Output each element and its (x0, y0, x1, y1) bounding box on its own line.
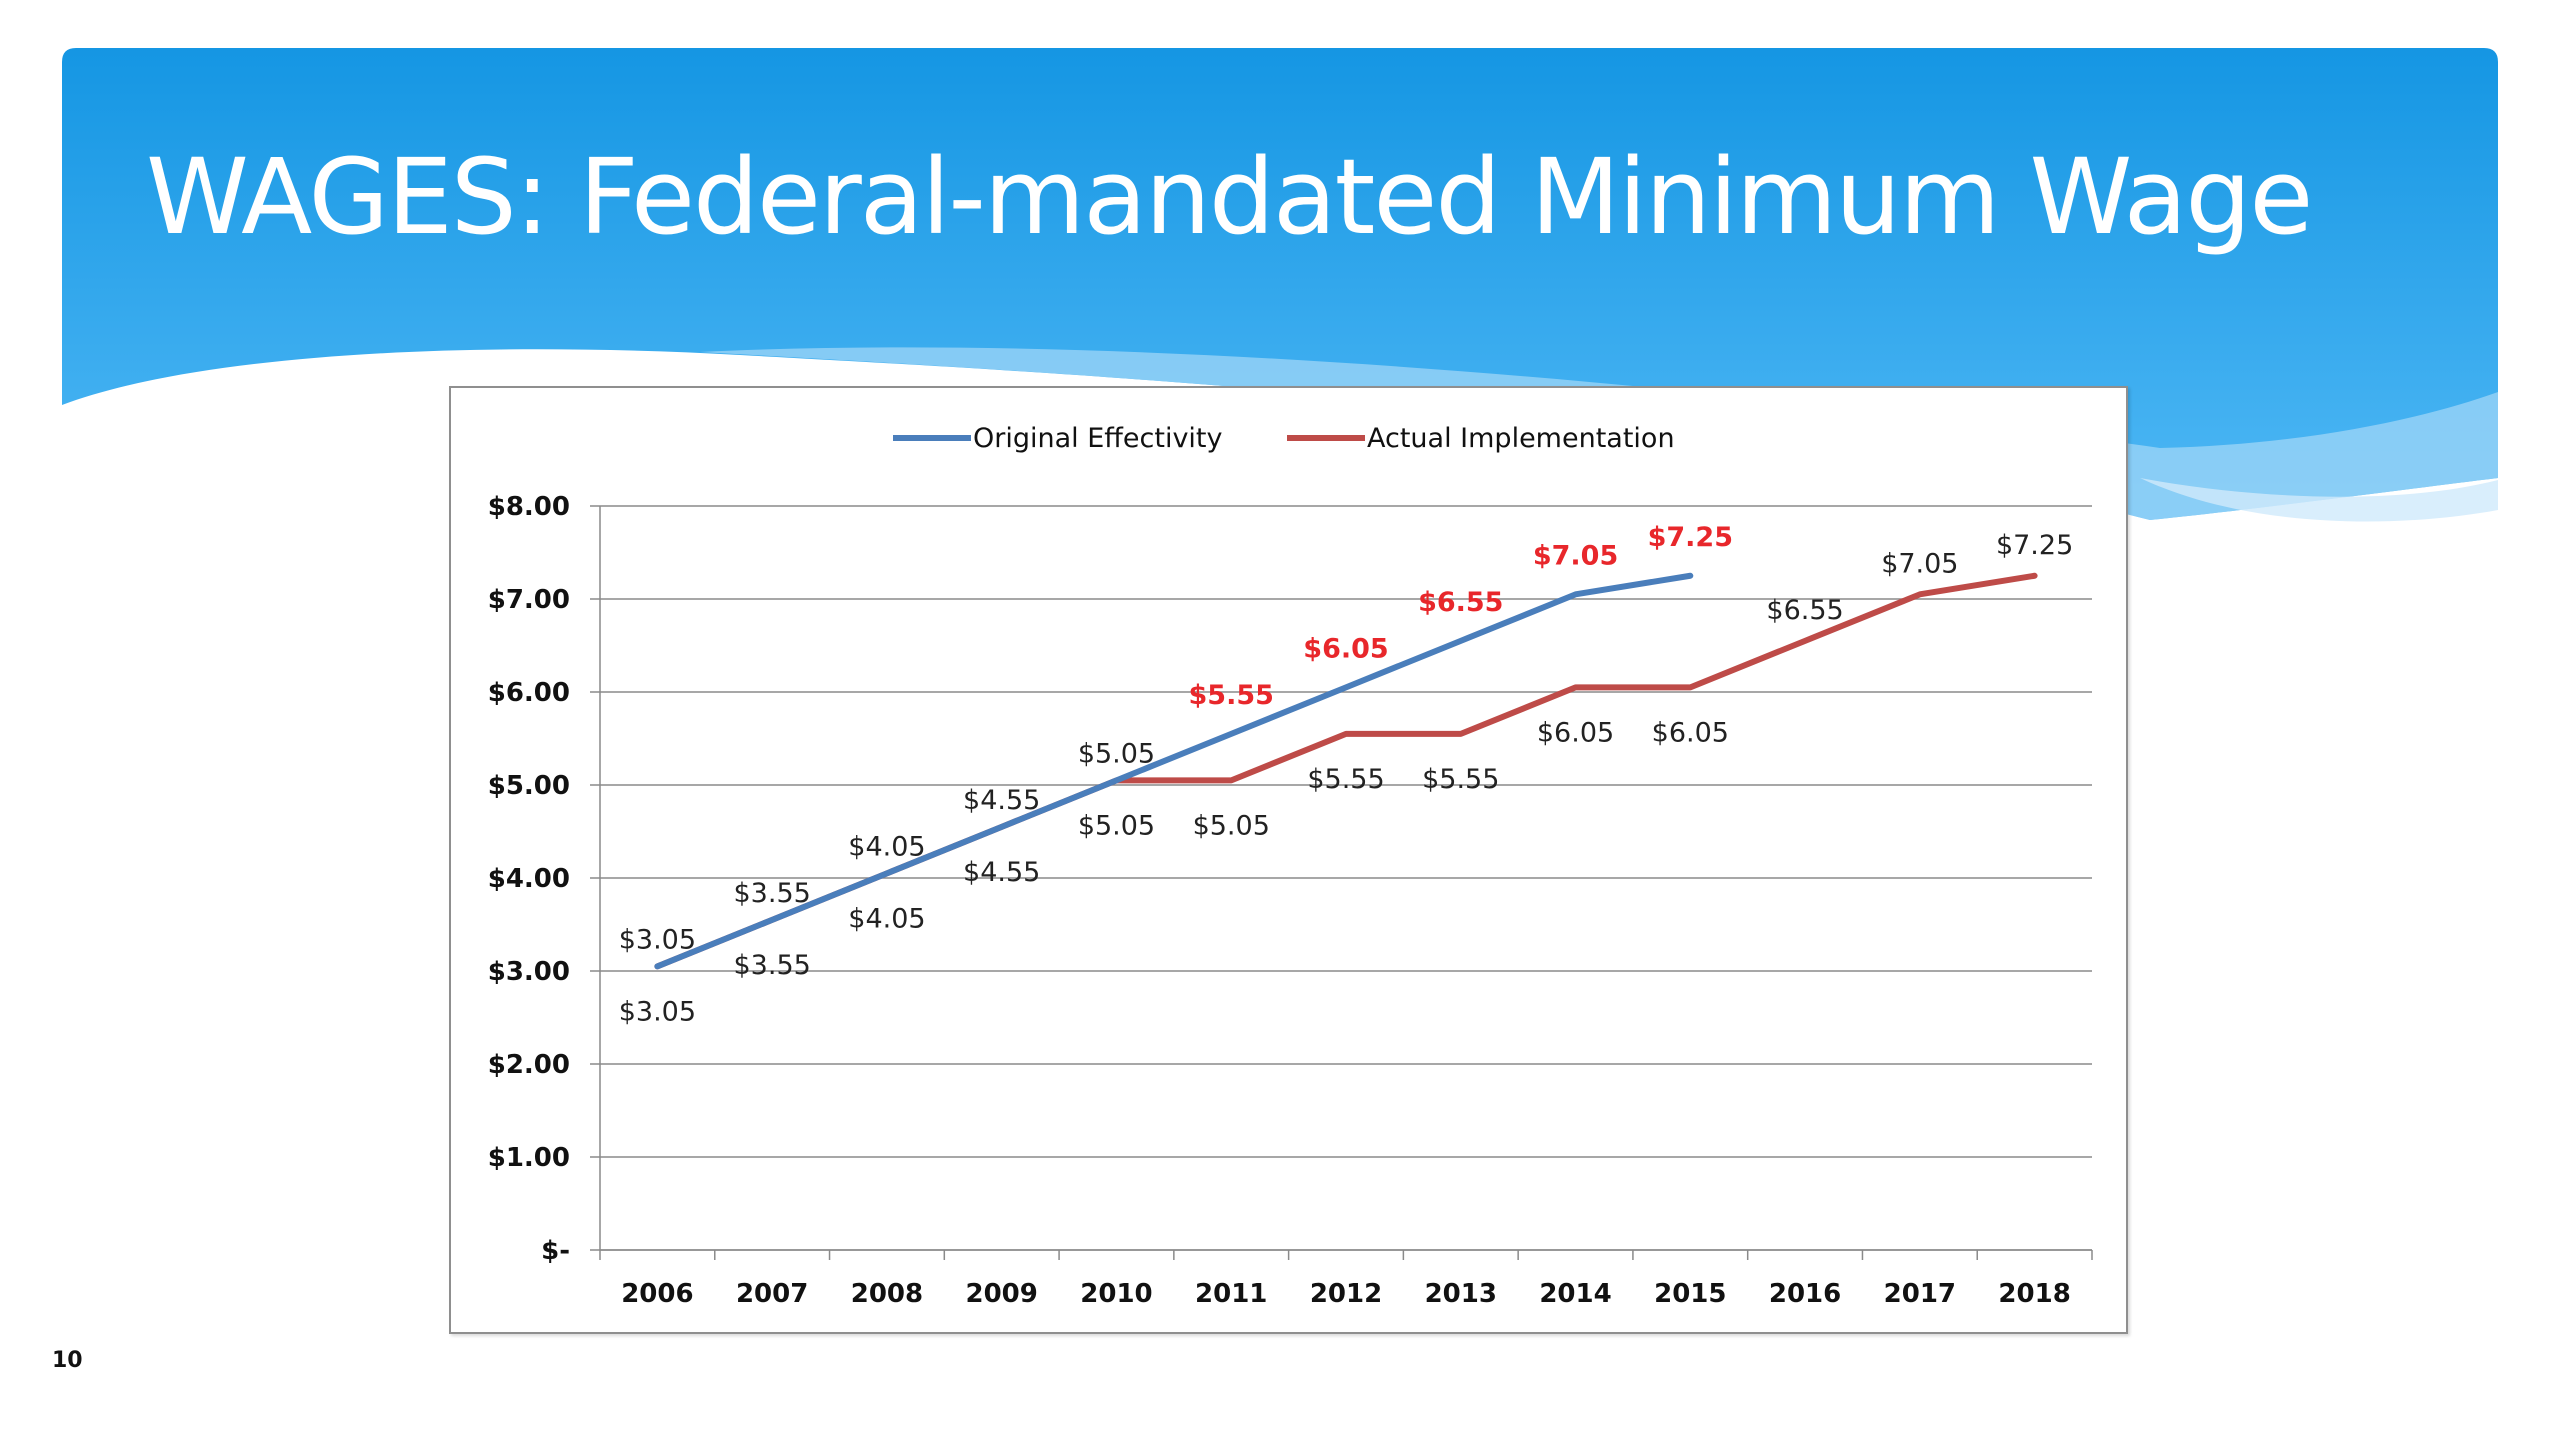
data-label-original: $7.25 (1648, 522, 1733, 553)
data-label-actual: $5.55 (1422, 764, 1499, 795)
data-label-original: $3.05 (619, 924, 696, 955)
data-label-original: $5.05 (1078, 738, 1155, 769)
x-tick-label: 2009 (966, 1279, 1038, 1309)
data-label-actual: $5.05 (1193, 810, 1270, 841)
y-tick-label: $4.00 (488, 864, 570, 894)
data-label-original: $4.05 (848, 831, 925, 862)
data-label-actual: $5.55 (1307, 764, 1384, 795)
data-label-actual: $6.05 (1652, 717, 1729, 748)
x-tick-label: 2018 (1998, 1279, 2070, 1309)
data-label-actual: $6.05 (1537, 717, 1614, 748)
x-tick-label: 2014 (1539, 1279, 1611, 1309)
x-tick-label: 2010 (1080, 1279, 1152, 1309)
y-tick-label: $3.00 (488, 957, 570, 987)
data-label-actual: $3.05 (619, 996, 696, 1027)
data-label-original: $7.05 (1533, 540, 1618, 571)
y-tick-label: $1.00 (488, 1143, 570, 1173)
data-label-original: $6.55 (1418, 587, 1503, 618)
y-tick-label: $8.00 (488, 492, 570, 522)
legend-item-actual-implementation: Actual Implementation (1367, 423, 1675, 454)
x-tick-label: 2017 (1884, 1279, 1956, 1309)
data-label-actual: $3.55 (734, 950, 811, 981)
minimum-wage-line-chart: $8.00 $7.00 $6.00 $5.00 $4.00 $3.00 $2.00 $1.00… (488, 423, 2093, 1309)
x-tick-label: 2013 (1425, 1279, 1497, 1309)
y-tick-label: $2.00 (488, 1050, 570, 1080)
x-tick-label: 2016 (1769, 1279, 1841, 1309)
data-label-actual: $4.55 (963, 857, 1040, 888)
data-label-actual: $7.25 (1996, 530, 2073, 561)
series-line-original-effectivity (654, 572, 1694, 970)
data-label-original: $4.55 (963, 785, 1040, 816)
slide-title: WAGES: Federal-mandated Minimum Wage (146, 136, 2313, 258)
data-label-actual: $5.05 (1078, 810, 1155, 841)
slide-number: 10 (52, 1348, 83, 1373)
y-tick-label: $- (541, 1236, 570, 1266)
x-tick-label: 2011 (1195, 1279, 1267, 1309)
legend-item-original-effectivity: Original Effectivity (973, 423, 1223, 454)
data-label-actual: $4.05 (848, 903, 925, 934)
data-label-actual: $6.55 (1766, 595, 1843, 626)
x-tick-label: 2015 (1654, 1279, 1726, 1309)
y-tick-label: $7.00 (488, 585, 570, 615)
x-tick-label: 2008 (851, 1279, 923, 1309)
y-tick-label: $5.00 (488, 771, 570, 801)
x-tick-label: 2012 (1310, 1279, 1382, 1309)
x-tick-label: 2006 (621, 1279, 693, 1309)
data-label-original: $6.05 (1303, 633, 1388, 664)
data-label-actual: $7.05 (1881, 548, 1958, 579)
data-label-original: $5.55 (1189, 680, 1274, 711)
data-label-original: $3.55 (734, 878, 811, 909)
chart-frame: $8.00 $7.00 $6.00 $5.00 $4.00 $3.00 $2.00 $1.00… (449, 386, 2128, 1334)
y-tick-label: $6.00 (488, 678, 570, 708)
x-tick-label: 2007 (736, 1279, 808, 1309)
